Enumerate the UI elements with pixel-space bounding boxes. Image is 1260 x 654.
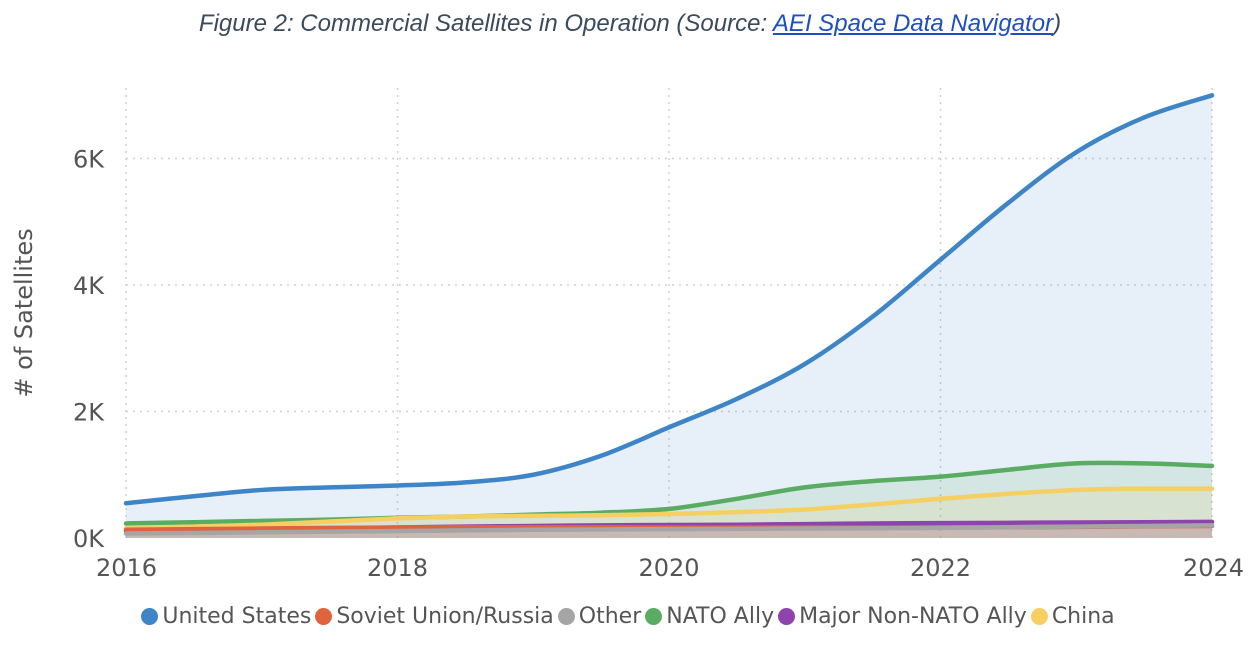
x-tick-label: 2024 xyxy=(1183,554,1244,582)
legend-label: United States xyxy=(162,604,312,629)
x-tick-label: 2018 xyxy=(367,554,428,582)
legend-label: Soviet Union/Russia xyxy=(336,604,554,629)
legend-label: NATO Ally xyxy=(666,604,775,629)
legend: United States Soviet Union/Russia Other NAT… xyxy=(0,604,1260,629)
caption-suffix: ) xyxy=(1053,10,1062,37)
legend-dot-icon xyxy=(141,608,159,625)
x-tick-label: 2022 xyxy=(910,554,971,582)
legend-item-united-states[interactable]: United States xyxy=(141,604,311,629)
legend-dot-icon xyxy=(1030,608,1048,625)
legend-item-other[interactable]: Other xyxy=(557,604,642,629)
y-tick-label: 0K xyxy=(73,525,105,553)
area-united-states xyxy=(126,95,1212,539)
legend-dot-icon xyxy=(778,608,796,625)
legend-item-china[interactable]: China xyxy=(1030,604,1115,629)
x-tick-label: 2016 xyxy=(96,554,157,582)
legend-label: Other xyxy=(578,604,642,629)
series-line-nato-ally[interactable] xyxy=(123,460,1215,526)
legend-dot-icon xyxy=(645,608,663,625)
chart: 0K 2K 4K 6K 2016 2018 2020 2022 2024 # of Satell… xyxy=(10,88,1244,582)
y-tick-label: 2K xyxy=(73,399,105,427)
area-fills xyxy=(126,95,1212,539)
series-line-other[interactable] xyxy=(123,523,1215,536)
legend-item-major-non-nato-ally[interactable]: Major Non-NATO Ally xyxy=(778,604,1027,629)
legend-dot-icon xyxy=(315,608,333,625)
y-tick-label: 4K xyxy=(73,272,105,300)
y-axis-title: # of Satellites xyxy=(10,228,38,397)
legend-label: China xyxy=(1051,604,1115,629)
legend-label: Major Non-NATO Ally xyxy=(799,604,1027,629)
tick-labels: 0K 2K 4K 6K 2016 2018 2020 2022 2024 xyxy=(73,146,1244,582)
series-line-united-states[interactable] xyxy=(123,93,1215,506)
legend-item-nato-ally[interactable]: NATO Ally xyxy=(645,604,774,629)
source-link[interactable]: AEI Space Data Navigator xyxy=(772,10,1054,37)
x-tick-label: 2020 xyxy=(638,554,699,582)
figure-caption: Figure 2: Commercial Satellites in Opera… xyxy=(0,10,1260,38)
legend-dot-icon xyxy=(557,608,575,625)
gridlines xyxy=(125,88,1213,538)
y-tick-label: 6K xyxy=(73,146,105,174)
legend-item-soviet-union-russia[interactable]: Soviet Union/Russia xyxy=(315,604,554,629)
caption-prefix: Figure 2: Commercial Satellites in Opera… xyxy=(198,10,773,37)
series-line-china[interactable] xyxy=(123,486,1215,531)
series-lines xyxy=(123,93,1215,536)
